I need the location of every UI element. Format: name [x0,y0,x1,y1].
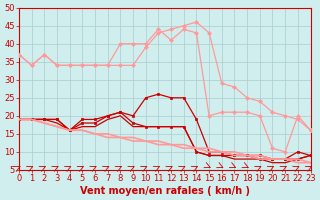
X-axis label: Vent moyen/en rafales ( km/h ): Vent moyen/en rafales ( km/h ) [80,186,250,196]
